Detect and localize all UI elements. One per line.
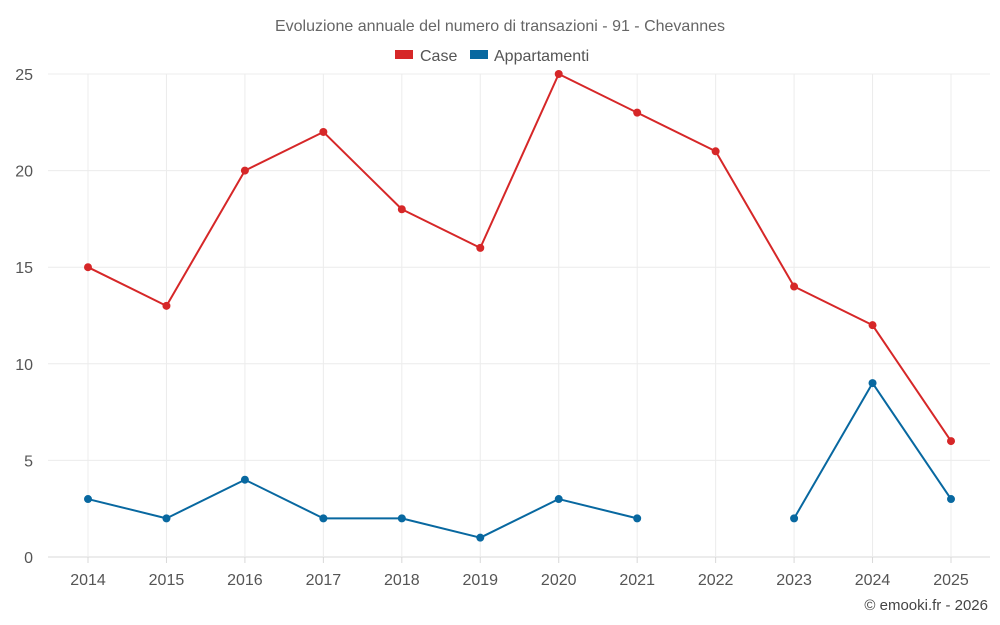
legend-swatch-case (395, 50, 413, 59)
series-line-case (87, 73, 952, 442)
data-point-case-2023[interactable] (790, 282, 799, 291)
y-tick-label: 0 (24, 550, 33, 567)
data-point-case-2024[interactable] (868, 321, 877, 330)
y-tick-label: 15 (15, 260, 33, 277)
x-tick-label: 2017 (306, 572, 342, 589)
x-tick-label: 2014 (70, 572, 106, 589)
data-point-appartamenti-2025[interactable] (947, 495, 955, 504)
x-tick-label: 2020 (541, 572, 577, 589)
data-point-appartamenti-2014[interactable] (84, 495, 92, 504)
x-tick-label: 2022 (698, 572, 734, 589)
data-point-case-2017[interactable] (319, 127, 328, 136)
x-tick-label: 2019 (462, 572, 498, 589)
series-layer (84, 70, 955, 542)
grid (48, 73, 990, 563)
legend-label-appartamenti[interactable]: Appartamenti (494, 48, 589, 65)
data-point-case-2022[interactable] (711, 147, 720, 156)
data-point-case-2025[interactable] (947, 437, 955, 446)
x-tick-label: 2024 (855, 572, 891, 589)
data-point-appartamenti-2019[interactable] (476, 533, 485, 542)
series-line-appartamenti (87, 478, 638, 539)
x-tick-label: 2015 (149, 572, 185, 589)
x-tick-label: 2021 (619, 572, 655, 589)
x-axis-ticks: 2014 2015 2016 2017 2018 2019 2020 2021 2022 2023… (70, 572, 969, 589)
data-point-case-2018[interactable] (397, 205, 406, 214)
y-tick-label: 25 (15, 67, 33, 84)
x-tick-label: 2023 (776, 572, 812, 589)
x-tick-label: 2018 (384, 572, 420, 589)
data-point-appartamenti-2017[interactable] (319, 514, 328, 523)
data-point-case-2020[interactable] (554, 70, 563, 78)
data-point-appartamenti-2016[interactable] (240, 475, 249, 484)
legend: Case Appartamenti (395, 48, 589, 65)
data-point-case-2014[interactable] (84, 263, 92, 272)
y-axis-ticks: 0 5 10 15 20 25 (15, 67, 33, 567)
data-point-appartamenti-2015[interactable] (162, 514, 171, 523)
data-point-appartamenti-2020[interactable] (554, 495, 563, 504)
data-point-case-2019[interactable] (476, 243, 485, 252)
data-point-appartamenti-2023[interactable] (790, 514, 799, 523)
x-tick-label: 2025 (933, 572, 969, 589)
y-tick-label: 20 (15, 164, 33, 181)
data-point-appartamenti-2024[interactable] (868, 379, 877, 388)
data-point-case-2016[interactable] (240, 166, 249, 175)
credit-text: © emooki.fr - 2026 (864, 597, 988, 614)
legend-swatch-appartamenti (470, 50, 488, 59)
y-tick-label: 10 (15, 357, 33, 374)
chart-title: Evoluzione annuale del numero di transaz… (275, 18, 725, 35)
y-tick-label: 5 (24, 453, 33, 470)
data-point-case-2015[interactable] (162, 301, 171, 310)
data-point-appartamenti-2018[interactable] (397, 514, 406, 523)
data-point-appartamenti-2021[interactable] (633, 514, 642, 523)
legend-label-case[interactable]: Case (420, 48, 457, 65)
data-point-case-2021[interactable] (633, 108, 642, 117)
x-tick-label: 2016 (227, 572, 263, 589)
